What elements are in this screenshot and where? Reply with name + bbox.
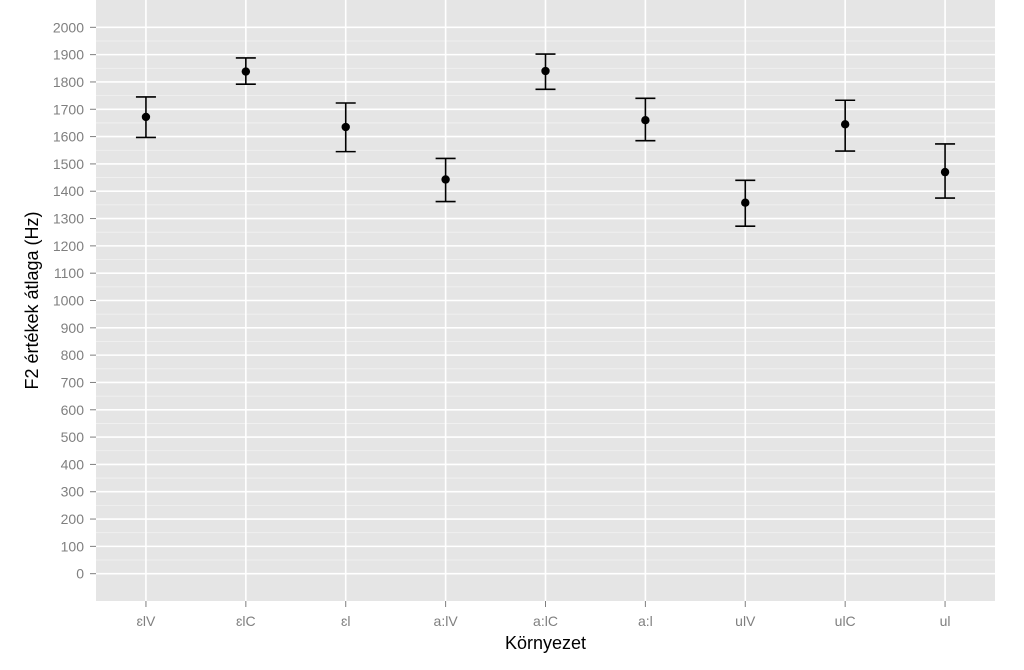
y-tick-label: 1500 — [53, 156, 84, 172]
y-tick-label: 800 — [61, 347, 85, 363]
x-axis: ɛlV ɛlC ɛl a:lV a:lC a:l ulV ulC ul — [137, 601, 951, 629]
data-point — [741, 198, 750, 207]
x-tick-label: ulV — [735, 613, 756, 629]
x-tick-label: ulC — [835, 613, 856, 629]
y-axis-title: F2 értékek átlaga (Hz) — [22, 211, 42, 389]
data-point — [341, 122, 350, 132]
data-point — [541, 66, 550, 76]
y-tick-label: 200 — [61, 511, 85, 527]
data-marks — [135, 53, 956, 227]
y-axis: 0 100 200 300 400 500 600 700 800 900 1000 1100 1200… — [53, 19, 96, 582]
y-tick-label: 500 — [61, 429, 85, 445]
data-point — [441, 175, 450, 184]
y-tick-label: 1000 — [53, 293, 84, 309]
x-tick-label: ɛl — [341, 613, 351, 629]
y-tick-label: 1800 — [53, 74, 84, 90]
y-tick-label: 300 — [61, 484, 85, 500]
y-tick-label: 600 — [61, 402, 85, 418]
y-tick-label: 0 — [76, 566, 84, 582]
y-tick-label: 1300 — [53, 211, 84, 227]
y-tick-label: 900 — [61, 320, 85, 336]
y-tick-label: 700 — [61, 374, 85, 390]
data-point — [241, 67, 251, 76]
y-tick-label: 1900 — [53, 47, 84, 63]
data-point — [840, 120, 850, 129]
x-tick-label: a:lC — [533, 613, 558, 629]
y-tick-label: 1700 — [53, 101, 84, 117]
data-point — [940, 167, 950, 177]
data-point — [641, 116, 650, 125]
y-tick-label: 100 — [61, 538, 85, 554]
y-tick-label: 400 — [61, 456, 85, 472]
data-point — [141, 112, 151, 122]
x-tick-label: ul — [940, 613, 951, 629]
x-tick-label: a:l — [638, 613, 653, 629]
y-tick-label: 1400 — [53, 183, 84, 199]
y-tick-label: 1100 — [54, 265, 84, 281]
y-tick-label: 1200 — [53, 238, 84, 254]
y-tick-label: 1600 — [53, 129, 84, 145]
x-tick-label: ɛlC — [236, 613, 256, 629]
x-axis-title: Környezet — [505, 633, 586, 653]
x-tick-label: a:lV — [434, 613, 459, 629]
y-tick-label: 2000 — [53, 19, 84, 35]
x-tick-label: ɛlV — [137, 613, 157, 629]
